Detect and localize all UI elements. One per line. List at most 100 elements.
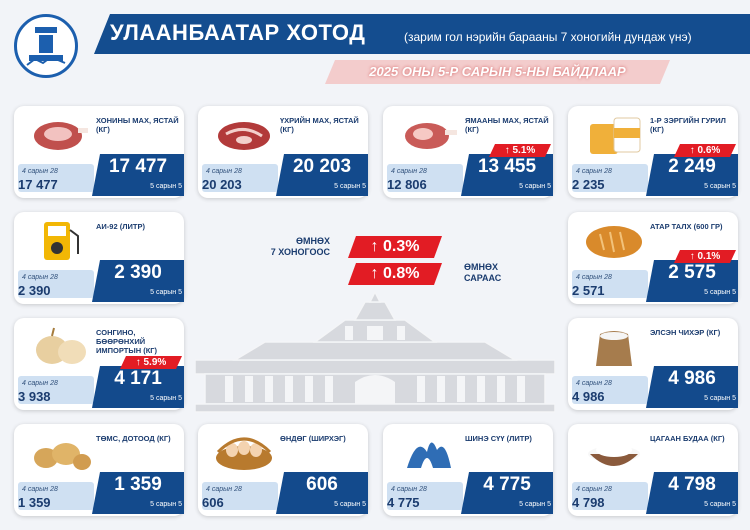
previous-date: 4 сарын 28 — [576, 168, 612, 175]
item-name: ХОНИНЫ МАХ, ЯСТАЙ (КГ) — [96, 116, 179, 134]
current-date: 5 сарын 5 — [334, 183, 366, 190]
current-date: 5 сарын 5 — [334, 501, 366, 508]
item-name: ЦАГААН БУДАА (КГ) — [650, 434, 725, 443]
previous-date: 4 сарын 28 — [206, 486, 242, 493]
current-date: 5 сарын 5 — [704, 183, 736, 190]
week-change-value: ↑ 0.3% — [370, 238, 420, 255]
item-name: ШИНЭ СҮҮ (ЛИТР) — [465, 434, 532, 443]
fuel-pump-icon — [44, 222, 79, 260]
current-price: 2 575 — [668, 262, 716, 283]
month-change-badge — [348, 263, 442, 285]
previous-date: 4 сарын 28 — [576, 274, 612, 281]
egg-basket-icon — [216, 437, 272, 470]
current-date: 5 сарын 5 — [150, 183, 182, 190]
price-card: 1-Р ЗЭРГИЙН ГУРИЛ (КГ) 4 сарын 28 2 235 … — [568, 106, 738, 198]
change-value: ↑ 0.6% — [689, 145, 721, 156]
beef-icon — [218, 122, 270, 150]
month-label: ӨМНӨХ САРААС — [464, 262, 502, 283]
previous-price-box — [572, 270, 648, 298]
previous-date: 4 сарын 28 — [22, 380, 58, 387]
previous-price-box — [18, 376, 94, 404]
previous-price: 3 938 — [18, 389, 51, 404]
item-name: АИ-92 (ЛИТР) — [96, 222, 145, 231]
previous-price-box — [387, 164, 463, 192]
previous-date: 4 сарын 28 — [22, 168, 58, 175]
mutton-icon — [34, 122, 88, 150]
current-date: 5 сарын 5 — [704, 501, 736, 508]
item-name: АТАР ТАЛХ (600 ГР) — [650, 222, 723, 231]
item-name: ТӨМС, ДОТООД (КГ) — [96, 434, 171, 443]
price-card: ҮХРИЙН МАХ, ЯСТАЙ (КГ) 4 сарын 28 20 203… — [198, 106, 368, 198]
potato-icon — [34, 443, 91, 470]
current-date: 5 сарын 5 — [704, 395, 736, 402]
previous-price-box — [572, 482, 648, 510]
emblem-logo — [14, 14, 78, 78]
page-subtitle: (зарим гол нэрийн барааны 7 хоногийн дун… — [404, 30, 692, 44]
previous-price-box — [18, 164, 94, 192]
previous-price-box — [18, 270, 94, 298]
goat-meat-icon — [405, 123, 457, 149]
onion-icon — [36, 327, 86, 364]
date-ribbon — [325, 60, 670, 84]
current-date: 5 сарын 5 — [150, 289, 182, 296]
sugar-sack-icon — [596, 331, 632, 366]
price-card: ТӨМС, ДОТООД (КГ) 4 сарын 28 1 359 1 359… — [14, 424, 184, 516]
current-price-box — [92, 366, 184, 408]
price-card: ЯМААНЫ МАХ, ЯСТАЙ (КГ) 4 сарын 28 12 806… — [383, 106, 553, 198]
previous-price-box — [18, 482, 94, 510]
change-value: ↑ 5.9% — [135, 357, 167, 368]
current-price-box — [646, 472, 738, 514]
price-card: ЦАГААН БУДАА (КГ) 4 сарын 28 4 798 4 798… — [568, 424, 738, 516]
current-date: 5 сарын 5 — [519, 183, 551, 190]
price-card: ӨНДӨГ (ШИРХЭГ) 4 сарын 28 606 606 5 сары… — [198, 424, 368, 516]
current-price-box — [646, 366, 738, 408]
change-value: ↑ 0.1% — [689, 251, 721, 262]
milk-splash-icon — [407, 442, 451, 468]
item-name: ҮХРИЙН МАХ, ЯСТАЙ (КГ) — [280, 116, 359, 134]
previous-price: 1 359 — [18, 495, 51, 510]
current-price-box — [461, 472, 553, 514]
week-change-badge — [348, 236, 442, 258]
previous-price: 2 390 — [18, 283, 51, 298]
previous-price-box — [387, 482, 463, 510]
current-price: 17 477 — [108, 156, 168, 177]
previous-price: 4 986 — [572, 389, 605, 404]
previous-price: 2 235 — [572, 177, 605, 192]
previous-price: 2 571 — [572, 283, 605, 298]
current-price: 2 390 — [114, 262, 162, 283]
current-price: 1 359 — [114, 474, 162, 495]
price-card: СОНГИНО, БӨӨРӨНХИЙ ИМПОРТЫН (КГ) 4 сарын… — [14, 318, 184, 410]
previous-date: 4 сарын 28 — [391, 486, 427, 493]
previous-date: 4 сарын 28 — [576, 486, 612, 493]
previous-price-box — [572, 376, 648, 404]
current-price-box — [92, 472, 184, 514]
rice-bowl-icon — [588, 443, 640, 466]
current-price: 4 171 — [114, 368, 162, 389]
current-price: 4 775 — [483, 474, 531, 495]
current-price-box — [276, 154, 368, 196]
bread-icon — [586, 226, 642, 258]
change-badge — [674, 250, 736, 263]
current-date: 5 сарын 5 — [704, 289, 736, 296]
previous-price: 4 775 — [387, 495, 420, 510]
item-name: 1-Р ЗЭРГИЙН ГУРИЛ (КГ) — [650, 116, 726, 134]
current-price: 4 986 — [668, 368, 716, 389]
price-card: ШИНЭ СҮҮ (ЛИТР) 4 сарын 28 4 775 4 775 5… — [383, 424, 553, 516]
page-title: УЛААНБААТАР ХОТОД — [110, 20, 366, 45]
item-name: ЭЛСЭН ЧИХЭР (КГ) — [650, 328, 721, 337]
previous-date: 4 сарын 28 — [391, 168, 427, 175]
previous-price: 20 203 — [202, 177, 242, 192]
current-price: 4 798 — [668, 474, 716, 495]
change-value: ↑ 5.1% — [504, 145, 536, 156]
flour-icon — [590, 117, 641, 154]
government-palace-illustration — [195, 290, 555, 413]
item-name: СОНГИНО, БӨӨРӨНХИЙ ИМПОРТЫН (КГ) — [96, 328, 158, 355]
previous-price-box — [202, 164, 278, 192]
previous-date: 4 сарын 28 — [576, 380, 612, 387]
current-date: 5 сарын 5 — [150, 395, 182, 402]
previous-date: 4 сарын 28 — [206, 168, 242, 175]
current-price-box — [92, 154, 184, 196]
price-card: ЭЛСЭН ЧИХЭР (КГ) 4 сарын 28 4 986 4 986 … — [568, 318, 738, 410]
price-card: АТАР ТАЛХ (600 ГР) 4 сарын 28 2 571 2 57… — [568, 212, 738, 304]
previous-price: 17 477 — [18, 177, 58, 192]
